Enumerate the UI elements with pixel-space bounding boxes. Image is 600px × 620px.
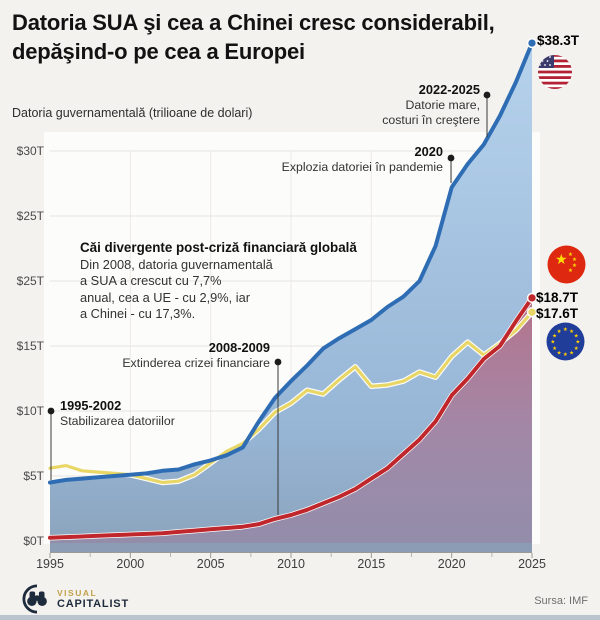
eu-star: ★ (557, 328, 562, 335)
eu-star: ★ (552, 345, 557, 352)
annotation-text-line: anual, cea a UE - cu 2,9%, iar (80, 289, 251, 305)
annotation-text-line: Extinderea crizei financiare (122, 355, 270, 370)
x-tick-label: 2020 (437, 557, 466, 571)
footer-strip (0, 615, 600, 620)
annotation-text-line: Din 2008, datoria guvernamentală (80, 256, 273, 272)
annotation-text-line: Explozia datoriei în pandemie (281, 159, 443, 174)
logo-text-visual: VISUAL (57, 588, 98, 598)
y-tick-label: $0T (23, 534, 44, 548)
sua-area (50, 43, 532, 552)
annotation-label: 2008-2009 (208, 340, 270, 355)
annotation-dot (274, 358, 282, 366)
china-end-dot (526, 292, 538, 304)
china-flag-icon: ★ ★ ★ ★ ★ (547, 245, 586, 284)
china-end-value: $18.7T (536, 290, 579, 305)
us-end-value: $38.3T (537, 33, 580, 48)
logo-text-capitalist: CAPITALIST (57, 598, 129, 610)
binoculars-icon (22, 584, 47, 614)
annotation-label: 2022-2025 (418, 82, 480, 97)
svg-text:★: ★ (572, 256, 577, 263)
sua-line (48, 41, 534, 485)
annotation-text-line: costuri în creştere (382, 113, 480, 127)
annotation-1: Căi divergente post-criză financiară glo… (80, 240, 357, 323)
annotation-4: 2022-2025 Datorie mare, costuri în creşter… (382, 82, 480, 129)
eu-star: ★ (574, 345, 579, 352)
eu-star: ★ (569, 350, 574, 357)
svg-text:★: ★ (572, 262, 577, 269)
us-flag-icon (538, 55, 572, 89)
svg-text:★: ★ (568, 251, 573, 258)
y-tick-label: $25T (16, 209, 44, 223)
annotation-dot (47, 407, 55, 415)
eu-star: ★ (575, 339, 580, 346)
annotation-3: 2020 Explozia datoriei în pandemie (282, 144, 443, 175)
annotation-text-line: Datorie mare, (405, 97, 481, 112)
eu-end-value: $17.6T (536, 306, 579, 321)
axis-units-label: Datoria guvernamentală (trilioane de dol… (12, 106, 253, 120)
annotation-text-line: Stabilizarea datoriilor (60, 413, 175, 428)
eu-star: ★ (563, 326, 568, 333)
y-tick-label: $30T (16, 144, 44, 158)
title-line-2: depăşind-o pe cea a Europei (12, 39, 305, 64)
y-tick-label: $5T (23, 469, 44, 483)
eu-star: ★ (563, 351, 568, 358)
y-tick-label: $25T (16, 274, 44, 288)
annotation-label: Căi divergente post-criză financiară glo… (80, 240, 357, 255)
eu-star: ★ (550, 339, 555, 346)
eu-star: ★ (569, 328, 574, 335)
annotation-text-line: a Chinei - cu 17,3%. (80, 306, 196, 321)
ue-end-dot (526, 307, 538, 318)
eu-star: ★ (574, 332, 579, 339)
eu-star: ★ (557, 350, 562, 357)
annotation-dot (483, 91, 491, 99)
china-area (50, 297, 532, 552)
y-tick-label: $10T (16, 404, 44, 418)
x-tick-label: 2010 (277, 557, 305, 571)
y-tick-label: $15T (16, 339, 44, 353)
source-credit: Sursa: IMF (534, 595, 588, 607)
sua-end-dot (526, 37, 538, 49)
annotation-dot (447, 154, 455, 162)
svg-text:★: ★ (568, 267, 573, 274)
annotation-text-line: a SUA a crescut cu 7,7% (80, 273, 222, 288)
annotation-label: 2020 (414, 144, 443, 159)
annotation-0: 1995-2002 Stabilizarea datoriilor (60, 398, 175, 429)
x-tick-label: 2015 (357, 557, 386, 571)
axis-bottom-bar (50, 543, 532, 552)
annotation-label: 1995-2002 (60, 398, 122, 413)
page-title: Datoria SUA şi cea a Chinei cresc consid… (12, 8, 552, 66)
eu-flag-icon: ★ ★★★★★★★★★★★ (546, 322, 585, 361)
x-tick-label: 2025 (518, 557, 546, 571)
x-tick-label: 2005 (196, 557, 225, 571)
title-line-1: Datoria SUA şi cea a Chinei cresc consid… (12, 10, 495, 35)
svg-text:★: ★ (555, 251, 568, 267)
eu-star: ★ (552, 332, 557, 339)
visual-capitalist-logo: VISUAL CAPITALIST (22, 584, 129, 614)
x-tick-label: 1995 (36, 557, 64, 571)
annotation-2: 2008-2009 Extinderea crizei financiare (122, 340, 270, 371)
x-tick-label: 2000 (116, 557, 145, 571)
china-line (48, 295, 534, 540)
